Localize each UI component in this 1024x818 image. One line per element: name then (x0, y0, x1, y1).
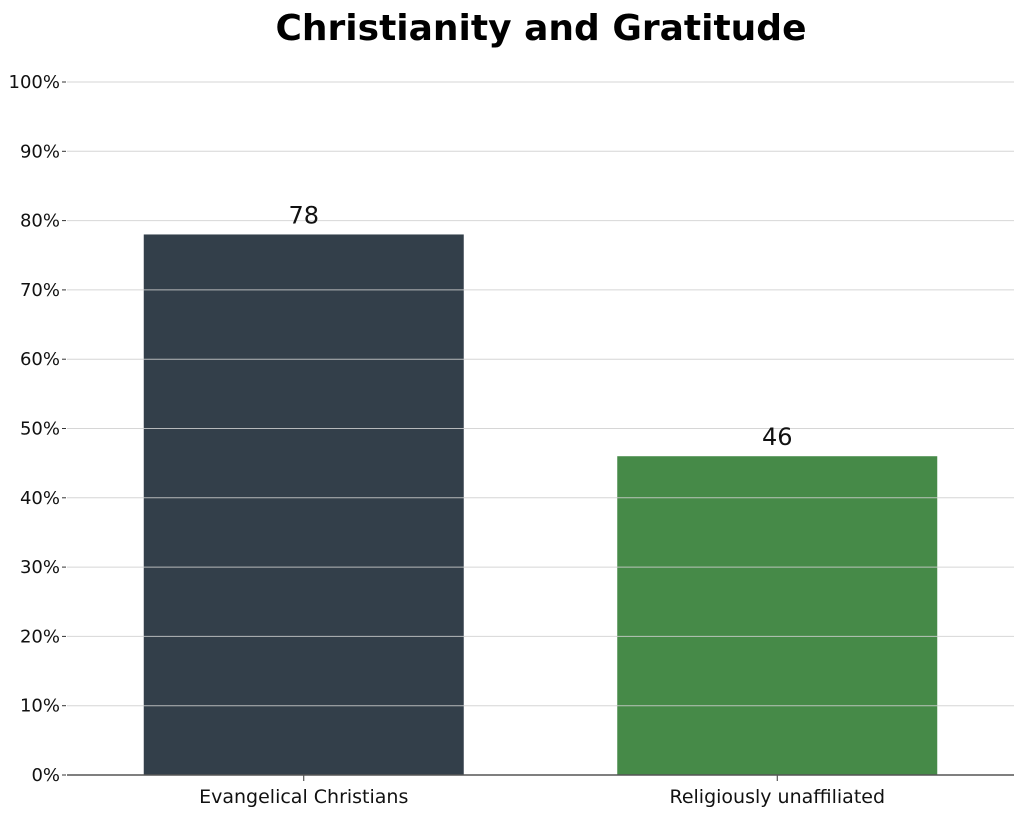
y-tick-label: 0% (31, 765, 60, 786)
bar (143, 234, 464, 775)
data-labels: 78 46 (288, 201, 792, 451)
y-axis: 0% 10% 20% 30% 40% 50% 60% 70% 80% 90% 100% (9, 72, 66, 786)
x-tick-label: Evangelical Christians (199, 786, 408, 808)
bars (143, 234, 938, 775)
y-tick-label: 40% (20, 488, 60, 509)
y-tick-label: 60% (20, 349, 60, 370)
bar (617, 456, 938, 775)
chart-title: Christianity and Gratitude (276, 8, 807, 49)
x-tick-label: Religiously unaffiliated (669, 786, 885, 808)
y-tick-label: 70% (20, 280, 60, 301)
y-tick-label: 100% (9, 72, 60, 93)
y-tick-label: 90% (20, 141, 60, 162)
data-label: 78 (288, 201, 319, 229)
y-tick-label: 80% (20, 211, 60, 232)
x-axis: Evangelical Christians Religiously unaffi… (67, 774, 1014, 808)
y-tick-label: 50% (20, 419, 60, 440)
y-tick-label: 10% (20, 696, 60, 717)
gridlines (67, 81, 1014, 707)
data-label: 46 (762, 423, 793, 451)
y-tick-label: 20% (20, 626, 60, 647)
y-tick-label: 30% (20, 557, 60, 578)
